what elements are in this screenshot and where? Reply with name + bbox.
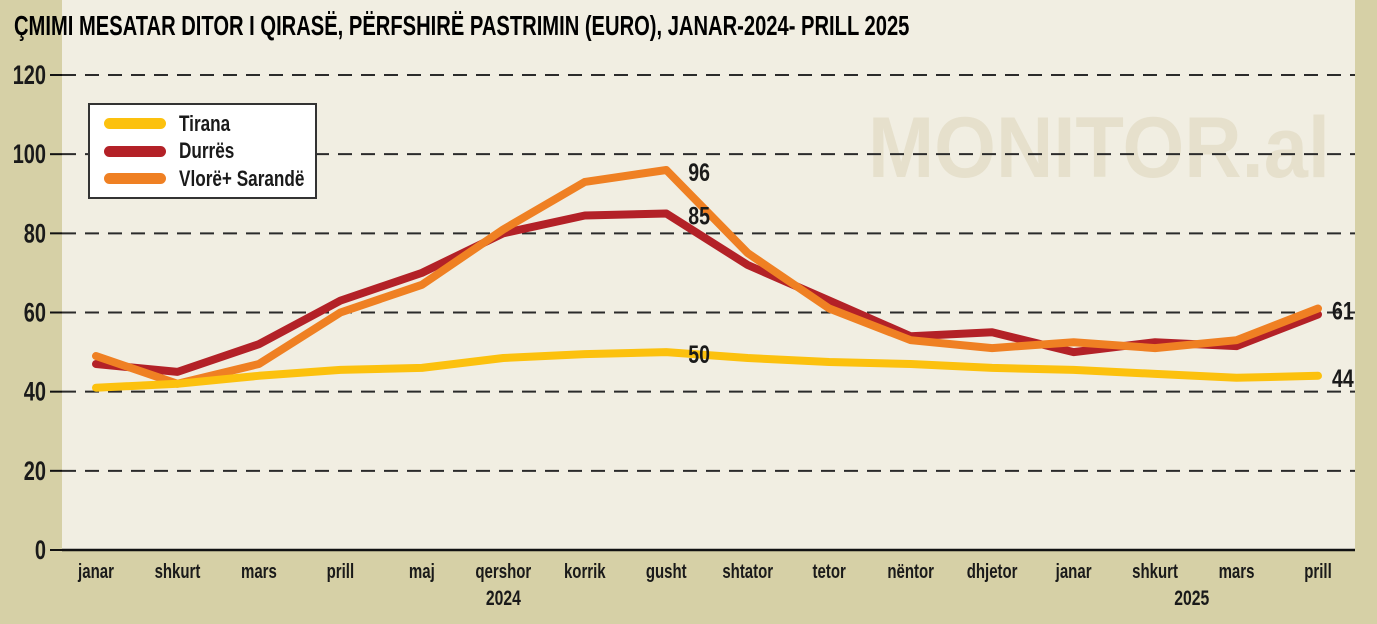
watermark: MONITOR.al [868, 100, 1330, 196]
point-value-label: 85 [688, 203, 710, 231]
y-axis-label: 0 [35, 535, 46, 565]
legend-row-tirana: Tirana [104, 111, 315, 137]
y-axis-label: 120 [13, 60, 46, 90]
vlore-sarande-line-swatch [104, 173, 166, 184]
chart-title: ÇMIMI MESATAR DITOR I QIRASË, PËRFSHIRË … [14, 10, 1364, 46]
series-line-vlorë-sarandë [92, 166, 1322, 388]
x-axis-label: dhjetor [967, 561, 1018, 583]
point-value-label: 96 [688, 159, 710, 187]
legend-label-durres: Durrës [179, 138, 235, 163]
point-value-label: 44 [1332, 365, 1354, 393]
x-axis-label: shtator [722, 561, 773, 583]
year-label: 2024 [486, 587, 521, 610]
y-axis-label: 40 [24, 377, 46, 407]
year-label: 2025 [1174, 587, 1209, 610]
x-axis-label: shkurt [1132, 561, 1178, 583]
legend-row-vlore-sarande: Vlorë+ Sarandë [104, 166, 315, 192]
x-axis-label: gusht [646, 561, 687, 583]
y-axis-label: 80 [24, 218, 46, 248]
point-value-label: 50 [688, 341, 710, 369]
x-axis-label: qershor [475, 561, 531, 583]
x-axis-label: janar [77, 561, 114, 583]
legend-label-tirana: Tirana [179, 110, 231, 136]
x-axis-label: prill [1304, 561, 1332, 583]
x-axis-label: shkurt [155, 561, 201, 583]
point-value-label: 61 [1332, 298, 1354, 326]
x-axis-label: tetor [813, 561, 846, 583]
x-axis-label: maj [409, 561, 435, 583]
y-axis-label: 100 [13, 139, 46, 169]
x-axis-label: mars [1219, 561, 1255, 583]
x-axis-label: janar [1055, 561, 1092, 583]
legend-label-vlore-sarande: Vlorë+ Sarandë [179, 165, 305, 191]
tirana-line-swatch [104, 118, 166, 129]
x-axis-label: mars [241, 561, 277, 583]
x-axis-label: korrik [564, 561, 606, 583]
x-axis-label: prill [327, 561, 355, 583]
chart-title-text: ÇMIMI MESATAR DITOR I QIRASË, PËRFSHIRË … [14, 10, 910, 41]
y-axis-label: 60 [24, 298, 46, 328]
legend: Tirana Durrës Vlorë+ Sarandë [88, 103, 317, 199]
plot-area [62, 0, 1355, 550]
y-axis-label: 20 [24, 456, 46, 486]
series-line-tirana [92, 348, 1322, 392]
x-axis-label: nëntor [887, 561, 934, 583]
durres-line-swatch [104, 145, 166, 157]
legend-row-durres: Durrës [104, 138, 315, 164]
